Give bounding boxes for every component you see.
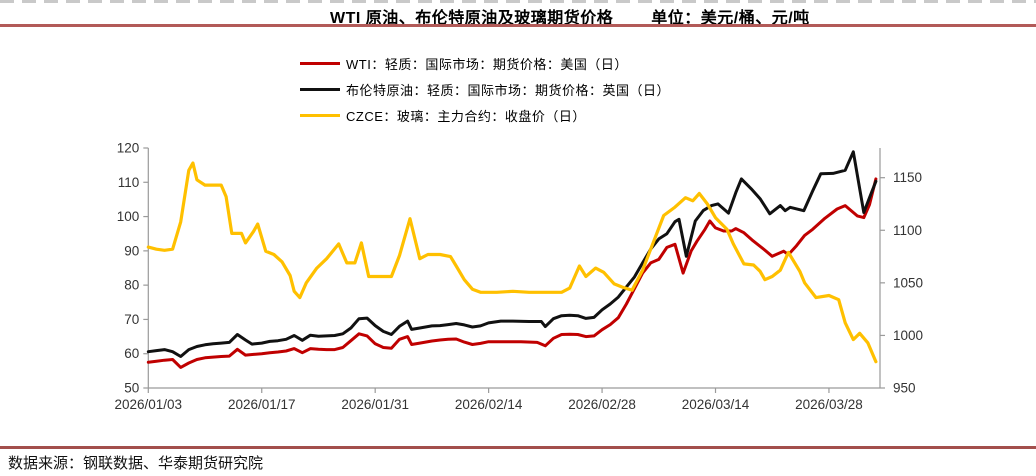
right-axis-tick-label: 950 [893, 381, 916, 396]
series-line-brent [146, 150, 878, 358]
left-axis-tick-label: 50 [124, 381, 139, 396]
legend-label-brent: 布伦特原油：轻质：国际市场：期货价格：英国（日） [346, 82, 671, 98]
series-line-czce-glass [146, 161, 878, 364]
x-axis-tick-label: 2026/01/03 [115, 397, 183, 412]
x-axis-tick-label: 2026/02/28 [568, 397, 636, 412]
title-rule-line [0, 24, 1036, 27]
left-axis-tick-label: 90 [124, 243, 139, 258]
left-axis-tick-label: 80 [124, 278, 139, 293]
footer-rule-line [0, 446, 1036, 449]
legend-label-wti: WTI：轻质：国际市场：期货价格：美国（日） [346, 56, 628, 72]
left-axis-tick-label: 120 [117, 141, 140, 156]
right-axis-tick-label: 1100 [893, 223, 922, 238]
chart-unit-label: 单位：美元/桶、元/吨 [651, 10, 810, 27]
page-title: WTI 原油、布伦特原油及玻璃期货价格 单位：美元/桶、元/吨 [330, 4, 810, 28]
series-line-wti [146, 177, 878, 369]
legend-item-czce-glass: CZCE：玻璃：主力合约：收盘价（日） [300, 102, 670, 128]
right-axis-tick-label: 1000 [893, 328, 923, 343]
chart-legend: WTI：轻质：国际市场：期货价格：美国（日） 布伦特原油：轻质：国际市场：期货价… [300, 50, 670, 128]
x-axis-tick-label: 2026/01/17 [228, 397, 296, 412]
top-dashed-border [0, 0, 1036, 3]
right-axis-tick-label: 1050 [893, 275, 923, 290]
legend-label-czce-glass: CZCE：玻璃：主力合约：收盘价（日） [346, 108, 586, 124]
chart-title: WTI 原油、布伦特原油及玻璃期货价格 [330, 10, 614, 27]
right-axis-tick-label: 1150 [893, 170, 922, 185]
czce-glass-line-swatch [300, 113, 340, 117]
x-axis-tick-label: 2026/03/28 [795, 397, 863, 412]
left-axis-tick-label: 110 [118, 175, 140, 190]
left-axis-tick-label: 100 [117, 209, 140, 224]
x-axis-tick-label: 2026/02/14 [455, 397, 523, 412]
brent-line-swatch [300, 87, 340, 91]
left-axis-tick-label: 70 [124, 312, 139, 327]
data-source-text: 数据来源：钢联数据、华泰期货研究院 [8, 455, 264, 472]
legend-item-wti: WTI：轻质：国际市场：期货价格：美国（日） [300, 50, 670, 76]
wti-line-swatch [300, 61, 340, 65]
x-axis-tick-label: 2026/03/14 [682, 397, 750, 412]
x-axis-tick-label: 2026/01/31 [341, 397, 409, 412]
left-axis-tick-label: 60 [124, 346, 139, 361]
legend-item-brent: 布伦特原油：轻质：国际市场：期货价格：英国（日） [300, 76, 670, 102]
